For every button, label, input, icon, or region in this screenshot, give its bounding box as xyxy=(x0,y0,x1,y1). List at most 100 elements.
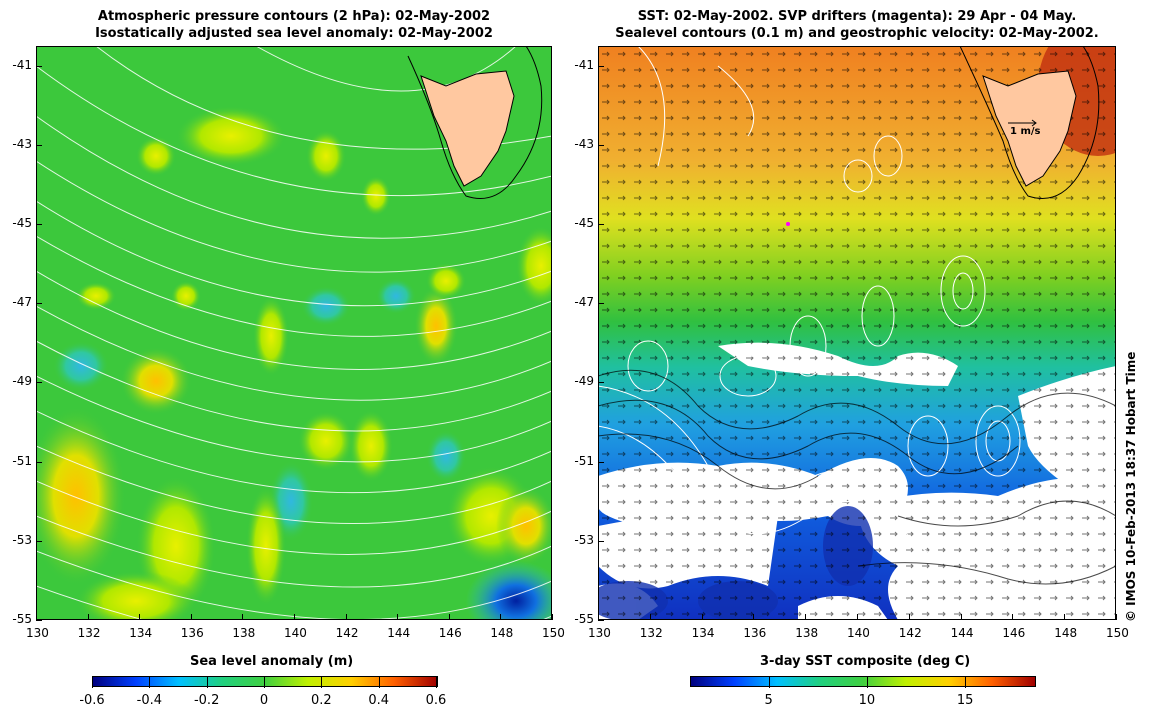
right-colorbar-tick xyxy=(965,676,967,688)
left-title-line2: Isostatically adjusted sea level anomaly… xyxy=(95,26,493,41)
left-title-line1: Atmospheric pressure contours (2 hPa): 0… xyxy=(97,9,491,24)
right-lat-label: -43 xyxy=(574,136,594,151)
left-colorbar-label: 0.6 xyxy=(425,693,447,708)
left-colorbar-tick xyxy=(436,676,437,688)
left-lon-tick xyxy=(190,614,192,620)
left-lon-tick xyxy=(36,614,37,620)
right-lon-label: 142 xyxy=(898,626,922,640)
right-lon-label: 146 xyxy=(1002,626,1026,640)
left-lat-label: -51 xyxy=(12,453,32,468)
right-colorbar-tick xyxy=(866,676,868,688)
right-lat-label: -45 xyxy=(574,216,594,231)
right-colorbar xyxy=(690,676,1036,687)
right-lon-label: 130 xyxy=(588,626,611,640)
right-lon-tick xyxy=(805,614,807,620)
right-lat-tick xyxy=(598,382,604,384)
left-lon-label: 132 xyxy=(77,626,101,640)
right-lon-tick xyxy=(1012,614,1014,620)
right-lon-tick xyxy=(1064,614,1066,620)
sla-map xyxy=(36,46,552,620)
left-lat-tick xyxy=(36,382,42,384)
left-lat-label: -53 xyxy=(12,532,32,547)
sst-map-panel: 1 m/s xyxy=(598,46,1116,620)
left-colorbar-label: 0.2 xyxy=(310,693,332,708)
right-lat-label: -53 xyxy=(574,532,594,547)
left-colorbar-tick xyxy=(321,676,323,688)
left-colorbar-tick xyxy=(149,676,151,688)
right-lat-tick xyxy=(598,461,604,463)
sealevel-contours xyxy=(598,46,1049,561)
left-colorbar-title: Sea level anomaly (m) xyxy=(190,654,354,669)
left-lon-label: 142 xyxy=(335,626,359,640)
right-lat-label: -55 xyxy=(574,612,594,626)
left-lon-label: 140 xyxy=(284,626,307,640)
left-colorbar-tick xyxy=(264,676,265,688)
left-colorbar-tick xyxy=(378,676,380,688)
left-lat-label: -55 xyxy=(12,612,32,626)
left-lon-tick xyxy=(448,614,450,620)
left-lat-label: -43 xyxy=(12,136,32,151)
right-lat-tick xyxy=(598,303,604,305)
streamlines xyxy=(598,369,1116,585)
left-lon-tick xyxy=(242,614,244,620)
right-lon-tick xyxy=(908,614,910,620)
right-lon-label: 150 xyxy=(1106,626,1129,640)
right-colorbar-label: 10 xyxy=(858,693,876,708)
left-lon-tick xyxy=(139,614,141,620)
right-lon-label: 144 xyxy=(950,626,974,640)
imos-credit: © IMOS 10-Feb-2013 18:37 Hobart Time xyxy=(1124,351,1138,622)
left-colorbar-label: -0.2 xyxy=(193,693,220,708)
left-lon-label: 148 xyxy=(490,626,514,640)
right-title-line2: Sealevel contours (0.1 m) and geostrophi… xyxy=(615,26,1099,41)
right-colorbar-title: 3-day SST composite (deg C) xyxy=(760,654,971,669)
left-title: Atmospheric pressure contours (2 hPa): 0… xyxy=(36,8,552,42)
left-lon-label: 130 xyxy=(26,626,49,640)
right-title-line1: SST: 02-May-2002. SVP drifters (magenta)… xyxy=(637,9,1077,24)
left-lon-tick xyxy=(397,614,399,620)
right-lon-tick xyxy=(1116,614,1117,620)
right-lon-tick xyxy=(701,614,703,620)
sla-map-panel xyxy=(36,46,552,620)
left-lat-tick xyxy=(36,144,42,146)
tasmania-land xyxy=(407,46,543,199)
svp-drifter xyxy=(786,222,790,226)
left-colorbar-label: -0.4 xyxy=(136,693,163,708)
left-lon-label: 134 xyxy=(129,626,153,640)
right-lon-tick xyxy=(598,614,599,620)
right-lon-label: 148 xyxy=(1054,626,1078,640)
left-lat-tick xyxy=(36,461,42,463)
left-colorbar-label: 0 xyxy=(259,693,269,708)
right-lat-label: -41 xyxy=(574,57,594,72)
left-lat-label: -49 xyxy=(12,374,32,389)
left-lon-label: 136 xyxy=(180,626,204,640)
right-lat-tick xyxy=(598,224,604,226)
right-title: SST: 02-May-2002. SVP drifters (magenta)… xyxy=(598,8,1116,42)
right-colorbar-label: 5 xyxy=(764,693,773,708)
right-lat-label: -47 xyxy=(574,295,594,310)
left-lon-tick xyxy=(87,614,89,620)
left-lon-label: 138 xyxy=(232,626,256,640)
right-colorbar-tick xyxy=(768,676,770,688)
left-colorbar-tick xyxy=(92,676,93,688)
right-colorbar-label: 15 xyxy=(956,693,974,708)
right-lat-label: -51 xyxy=(574,453,594,468)
left-lat-tick xyxy=(36,540,42,542)
right-lat-tick xyxy=(598,540,604,542)
velocity-scale-label: 1 m/s xyxy=(1010,126,1041,137)
right-lon-label: 134 xyxy=(691,626,715,640)
left-colorbar-label: -0.6 xyxy=(79,693,105,708)
right-lat-tick xyxy=(598,620,604,621)
right-lon-tick xyxy=(960,614,962,620)
left-lon-tick xyxy=(552,614,553,620)
tasmania-land-right xyxy=(959,46,1100,199)
left-axes-frame xyxy=(36,46,552,620)
pressure-contours xyxy=(36,46,552,620)
right-lon-label: 140 xyxy=(847,626,870,640)
left-lon-tick xyxy=(345,614,347,620)
left-lon-label: 144 xyxy=(387,626,411,640)
left-lat-tick xyxy=(36,620,42,621)
left-lon-tick xyxy=(294,614,295,620)
left-lon-label: 150 xyxy=(542,626,565,640)
right-lat-tick xyxy=(598,65,604,67)
right-lon-label: 138 xyxy=(795,626,819,640)
